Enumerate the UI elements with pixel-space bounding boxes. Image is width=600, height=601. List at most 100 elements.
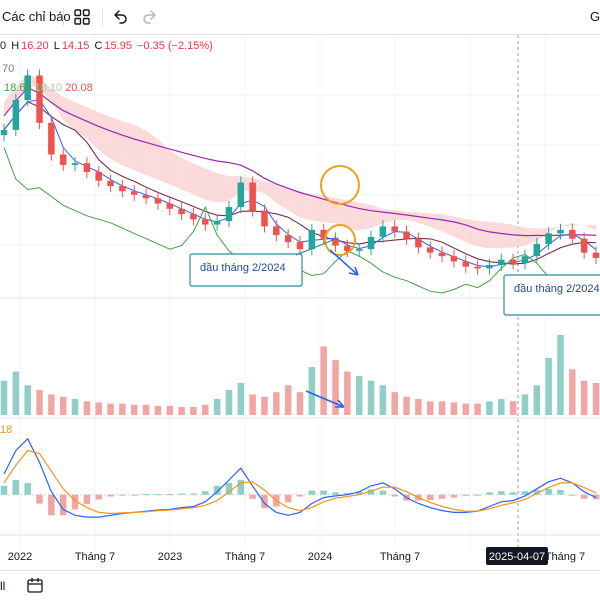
legend-row-2: 70 bbox=[2, 63, 15, 75]
macd-histogram-bar bbox=[580, 494, 588, 499]
candle-body bbox=[71, 163, 79, 165]
candle-body bbox=[379, 226, 387, 237]
candle-body bbox=[130, 191, 138, 195]
macd-histogram-bar bbox=[225, 482, 233, 495]
macd-histogram-bar bbox=[438, 494, 446, 499]
macd-histogram-bar bbox=[355, 491, 363, 495]
candle-body bbox=[367, 236, 375, 250]
chart-canvas[interactable]: đầu tháng 2/2024 đầu tháng 2/2024 2022 Th… bbox=[0, 35, 600, 570]
volume-bar bbox=[166, 405, 174, 415]
legend-ichimoku-c: 20.08 bbox=[65, 82, 93, 94]
volume-bar bbox=[569, 369, 576, 415]
x-axis: 2022 Tháng 7 2023 Tháng 7 2024 Tháng 7 Tháng 7 bbox=[8, 551, 585, 563]
macd-histogram-bar bbox=[379, 490, 387, 495]
macd-histogram-bar bbox=[178, 493, 185, 495]
macd-histogram-bar bbox=[24, 482, 31, 495]
date-badge-text: 2025-04-07 bbox=[489, 551, 545, 563]
macd-histogram-bar bbox=[261, 494, 268, 509]
legend-ichimoku-a: 18.60 bbox=[4, 82, 32, 94]
cloud-segment bbox=[406, 211, 419, 223]
macd-histogram-bar bbox=[95, 494, 102, 500]
candle-body bbox=[48, 122, 55, 155]
macd-histogram-bar bbox=[332, 492, 339, 495]
x-tick-label: 2023 bbox=[158, 551, 182, 563]
top-toolbar: Các chỉ báo G bbox=[0, 0, 600, 35]
cloud-segment bbox=[382, 208, 395, 224]
volume-bar bbox=[261, 396, 268, 415]
volume-bar bbox=[36, 389, 43, 415]
candle-body bbox=[486, 264, 493, 269]
cloud-segment bbox=[501, 222, 514, 248]
cloud-segment bbox=[548, 225, 561, 234]
date-badge bbox=[486, 547, 548, 565]
candle-body bbox=[202, 219, 209, 225]
macd-histogram-bar bbox=[59, 494, 67, 516]
kijun-line bbox=[3, 101, 597, 265]
ichimoku-cloud bbox=[4, 73, 596, 249]
volume-bar bbox=[130, 404, 138, 415]
macd-histogram-bar bbox=[545, 488, 552, 495]
candle-body bbox=[59, 154, 67, 165]
candle-body bbox=[142, 194, 150, 199]
legend-change: −0.35 (−2.15%) bbox=[137, 40, 213, 52]
candle-body bbox=[12, 100, 20, 130]
annotation-box[interactable] bbox=[189, 253, 303, 287]
indicators-templates-icon[interactable] bbox=[72, 7, 92, 27]
annotation-box[interactable] bbox=[503, 274, 600, 316]
volume-bar bbox=[202, 404, 209, 415]
macd-histogram-bar bbox=[36, 494, 43, 504]
macd-histogram-bar bbox=[83, 494, 91, 505]
macd-histogram-bar bbox=[426, 494, 434, 500]
cloud-segment bbox=[98, 112, 111, 160]
volume-bar bbox=[426, 401, 434, 415]
volume-bar bbox=[474, 403, 481, 415]
legend-low-label: L bbox=[53, 40, 60, 52]
candle-body bbox=[107, 180, 114, 187]
volume-bar bbox=[225, 389, 233, 415]
indicators-button[interactable]: Các chỉ báo bbox=[2, 9, 71, 24]
macd-histogram-bar bbox=[284, 494, 292, 503]
volume-bar bbox=[344, 371, 351, 415]
undo-icon[interactable] bbox=[110, 7, 130, 27]
redo-icon[interactable] bbox=[140, 7, 160, 27]
candle-body bbox=[498, 259, 505, 265]
volume-bar bbox=[545, 357, 552, 415]
candle-body bbox=[462, 261, 470, 267]
volume-bar bbox=[332, 360, 339, 415]
candle-body bbox=[569, 229, 576, 239]
x-tick-label: Tháng 7 bbox=[545, 551, 585, 563]
candle-body bbox=[249, 182, 256, 211]
cloud-segment bbox=[572, 223, 585, 226]
macd-histogram-bar bbox=[296, 494, 304, 497]
volume-bar bbox=[71, 399, 79, 415]
volume-bar bbox=[379, 385, 387, 415]
volume-bar bbox=[403, 396, 410, 415]
cloud-segment bbox=[157, 139, 170, 185]
macd-histogram-bar bbox=[391, 494, 398, 497]
bottom-bar: ll bbox=[0, 570, 600, 601]
volume-bar bbox=[213, 399, 221, 415]
volume-bar bbox=[83, 401, 91, 415]
cloud-segment bbox=[524, 227, 537, 246]
volume-bar bbox=[237, 383, 245, 415]
macd-histogram-bar bbox=[202, 491, 209, 495]
candlesticks bbox=[0, 69, 600, 275]
volume-bar bbox=[533, 385, 541, 415]
macd-histogram-bar bbox=[450, 494, 458, 498]
candle-body bbox=[308, 229, 316, 250]
calendar-icon[interactable] bbox=[26, 576, 44, 594]
cloud-segment bbox=[560, 223, 573, 227]
volume-bar bbox=[0, 380, 8, 415]
candle-body bbox=[450, 256, 458, 262]
macd-histogram-bar bbox=[462, 494, 470, 496]
volume-bar bbox=[296, 392, 304, 415]
toolbar-divider bbox=[102, 8, 103, 26]
cloud-segment bbox=[193, 163, 206, 200]
candle-body bbox=[415, 238, 422, 248]
cloud-segment bbox=[311, 193, 324, 223]
range-all-button[interactable]: ll bbox=[0, 579, 6, 593]
macd-line bbox=[3, 437, 597, 518]
cloud-segment bbox=[513, 225, 525, 248]
candle-body bbox=[296, 242, 304, 250]
cloud-segment bbox=[264, 181, 277, 204]
